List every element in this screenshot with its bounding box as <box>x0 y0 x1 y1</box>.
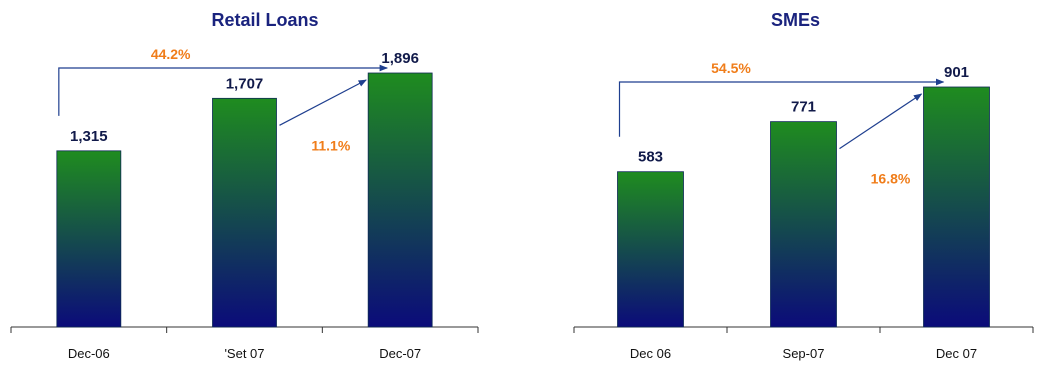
bar <box>923 86 990 328</box>
bar-value-label: 583 <box>638 149 663 166</box>
growth-arrow-total <box>618 78 945 137</box>
growth-arrow-recent <box>839 93 923 150</box>
smes-title: SMEs <box>770 10 821 30</box>
x-tick-label: Sep-07 <box>783 346 825 361</box>
bar <box>770 121 837 328</box>
bar <box>56 150 122 328</box>
x-tick-label: Dec-06 <box>68 346 110 361</box>
growth-arrow-recent <box>279 79 367 126</box>
retail-loans-title: Retail Loans <box>211 10 319 30</box>
x-tick-label: Dec 07 <box>936 346 977 361</box>
smes-panel: SMEs 583 Dec 06 771 Sep-07 901 Dec 07 54.5% 16.… <box>530 0 1061 369</box>
bar-value-label: 1,896 <box>381 50 419 67</box>
bar-value-label: 901 <box>944 64 969 81</box>
bar-value-label: 1,315 <box>70 128 108 145</box>
x-tick-label: 'Set 07 <box>224 346 264 361</box>
smes-chart: 583 Dec 06 771 Sep-07 901 Dec 07 54.5% 16.8% <box>573 60 1034 361</box>
bar-value-label: 771 <box>791 99 816 116</box>
growth-label-recent: 11.1% <box>311 137 350 153</box>
bar <box>212 97 277 328</box>
growth-arrow-total <box>58 64 389 116</box>
growth-label-total: 54.5% <box>711 60 751 76</box>
retail-loans-panel: Retail Loans 1,315 Dec-06 1,707 'Set 07 1,89… <box>0 0 530 369</box>
x-tick-label: Dec 06 <box>630 346 671 361</box>
bar <box>367 72 433 328</box>
x-tick-label: Dec-07 <box>379 346 421 361</box>
growth-label-total: 44.2% <box>151 46 191 62</box>
retail-loans-chart: 1,315 Dec-06 1,707 'Set 07 1,896 Dec-07 44.2% 1… <box>10 46 479 361</box>
bar-value-label: 1,707 <box>226 75 264 92</box>
bar <box>617 171 684 328</box>
growth-label-recent: 16.8% <box>871 171 911 187</box>
